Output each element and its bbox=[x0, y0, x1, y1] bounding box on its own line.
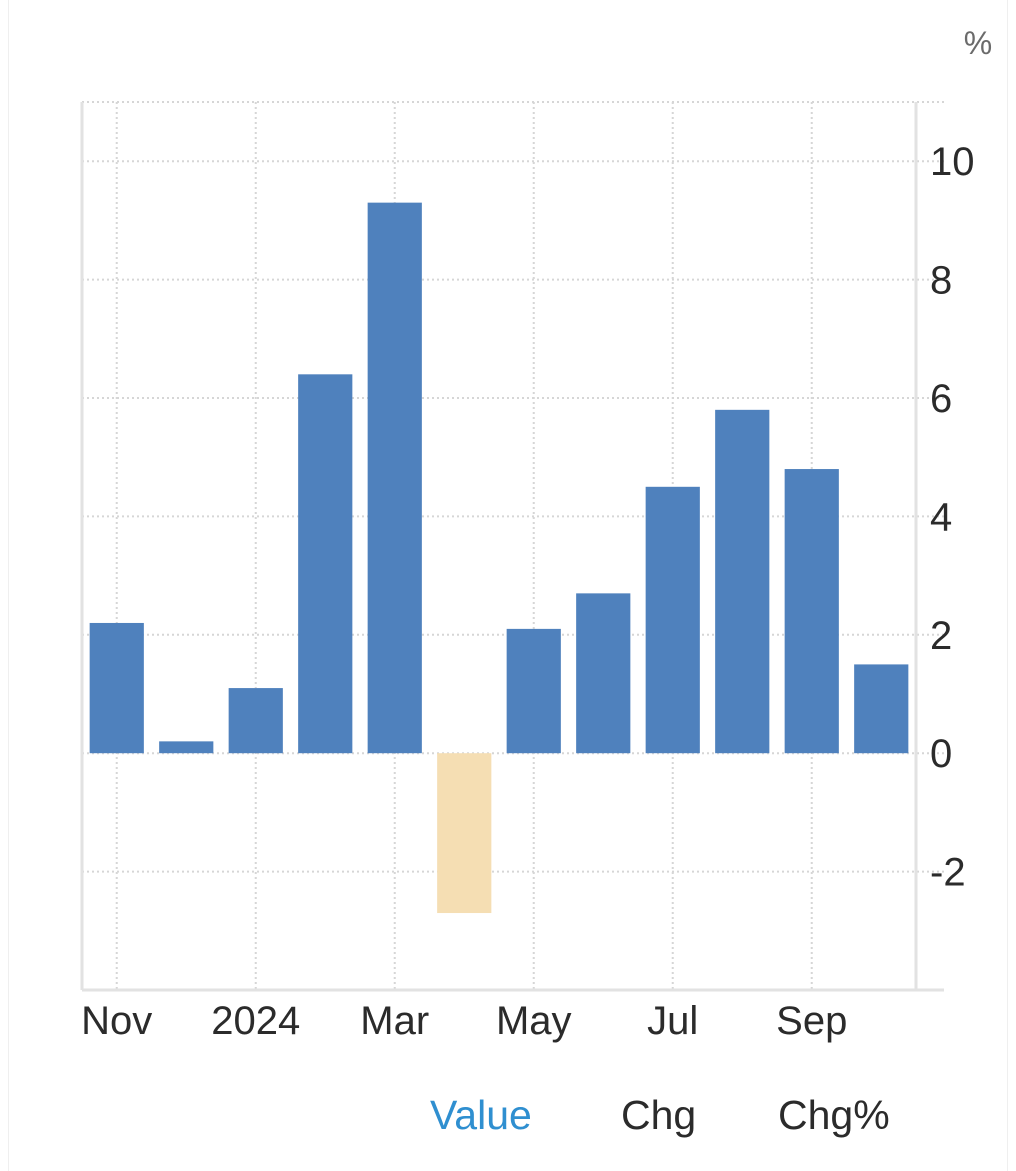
bar-mar bbox=[367, 202, 422, 754]
x-tick-label: Jul bbox=[647, 999, 698, 1043]
bar-jul bbox=[645, 486, 700, 754]
y-tick-label: 10 bbox=[930, 140, 975, 184]
y-tick-label: 2 bbox=[930, 614, 952, 658]
x-tick-label: 2024 bbox=[211, 999, 300, 1043]
tab-value[interactable]: Value bbox=[430, 1092, 532, 1138]
bar-aug bbox=[715, 409, 770, 754]
chart-bars bbox=[89, 202, 909, 914]
y-tick-label: 8 bbox=[930, 259, 952, 303]
bar-feb bbox=[298, 374, 353, 754]
y-tick-label: -2 bbox=[930, 851, 966, 895]
bar-apr bbox=[437, 753, 492, 914]
x-tick-label: Sep bbox=[776, 999, 847, 1043]
chart-axes: -2 0 2 4 6 8 10 Nov 2024 Mar May Jul Sep bbox=[80, 102, 975, 1043]
y-tick-label: 4 bbox=[930, 495, 952, 539]
tab-chg[interactable]: Chg bbox=[621, 1092, 697, 1138]
bar-sep bbox=[784, 469, 839, 754]
x-tick-label: Mar bbox=[360, 999, 429, 1043]
unit-label: % bbox=[964, 25, 992, 61]
bar-dec bbox=[159, 741, 214, 754]
chart-card bbox=[8, 0, 1008, 1171]
bar-2024 bbox=[228, 688, 283, 754]
y-tick-label: 6 bbox=[930, 377, 952, 421]
x-tick-label: May bbox=[496, 999, 572, 1043]
x-tick-label: Nov bbox=[81, 999, 152, 1043]
bar-chart: -2 0 2 4 6 8 10 Nov 2024 Mar May Jul Sep % bbox=[80, 25, 992, 1043]
tab-chg-percent[interactable]: Chg% bbox=[778, 1092, 890, 1138]
bar-may bbox=[506, 628, 561, 754]
tab-bar: Value Chg Chg% bbox=[0, 1080, 1016, 1150]
y-tick-label: 0 bbox=[930, 732, 952, 776]
bar-jun bbox=[576, 593, 631, 754]
bar-nov bbox=[89, 622, 144, 754]
bar-oct bbox=[854, 664, 909, 754]
